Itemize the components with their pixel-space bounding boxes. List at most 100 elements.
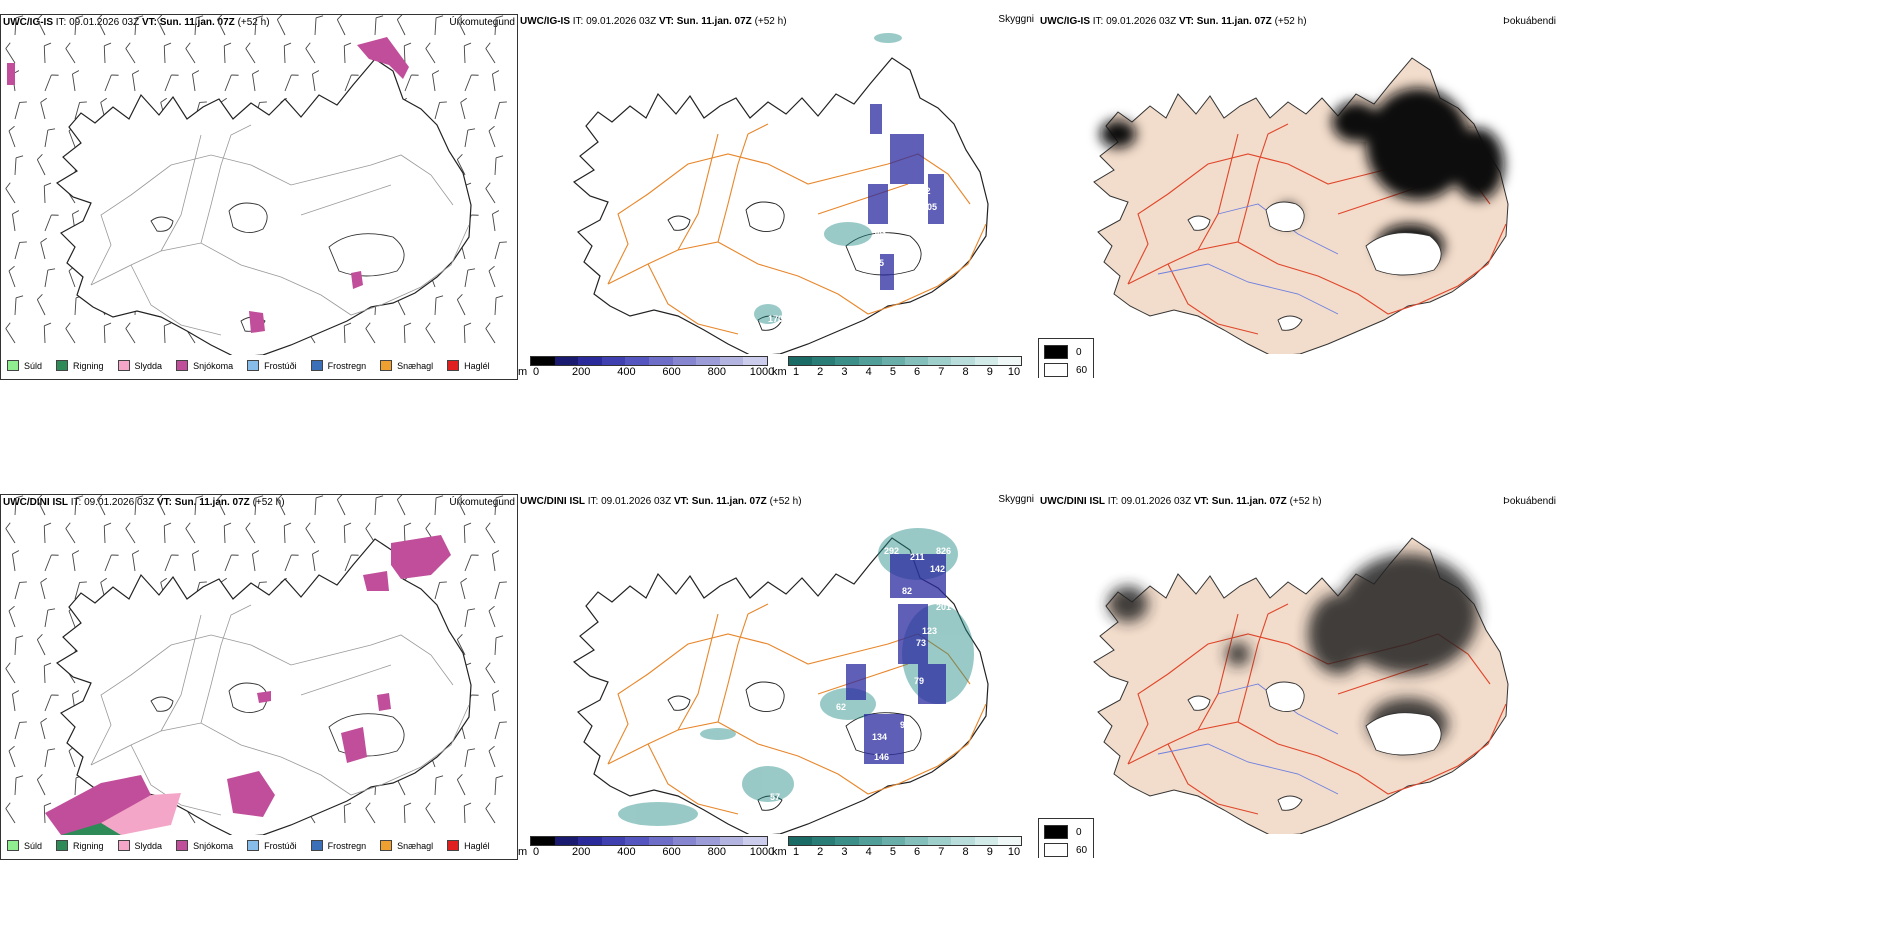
fog-panel-row2: UWC/DINI ISL IT: 09.01.2026 03Z VT: Sun.… <box>1038 494 1558 858</box>
wind-barb-icon <box>361 521 382 544</box>
fog-swatch-60 <box>1044 363 1068 377</box>
legend-label: Frostregn <box>327 360 367 371</box>
visibility-tick: 3 <box>841 846 848 858</box>
wind-barb-icon <box>482 264 505 288</box>
model-name: UWC/IG-IS <box>520 16 570 27</box>
visibility-tick: 7 <box>938 846 945 858</box>
wind-barb-icon <box>35 521 59 544</box>
wind-barb-icon <box>95 41 119 64</box>
valid-time-label: VT: <box>673 496 689 507</box>
wind-barb-icon <box>67 15 90 36</box>
valid-time: Sun. 11.jan. 07Z <box>691 496 767 507</box>
wind-barb-icon <box>361 321 382 344</box>
wind-barb-icon <box>41 72 62 92</box>
spot-value: 123 <box>922 626 937 636</box>
wind-barb-icon <box>482 124 505 148</box>
wind-barb-icon <box>458 746 481 768</box>
wind-barb-icon <box>487 773 510 796</box>
legend-swatch <box>176 840 189 851</box>
precip-legend-item: Frostúði <box>247 360 297 371</box>
ceiling-tick: 800 <box>707 366 726 378</box>
spot-value: 79 <box>914 676 924 686</box>
wind-barb-icon <box>452 292 474 316</box>
lead-time: (+52 h) <box>1274 16 1307 27</box>
lead-time: (+52 h) <box>1289 496 1322 507</box>
visibility-color-step <box>812 357 836 365</box>
model-name: UWC/DINI ISL <box>3 497 68 508</box>
visibility-color-step <box>951 837 975 845</box>
wind-barb-icon <box>452 495 474 516</box>
precip-map <box>1 15 512 355</box>
wind-barb-icon <box>92 15 114 36</box>
visibility-color-step <box>974 357 998 365</box>
valid-time: Sun. 11.jan. 07Z <box>1211 496 1287 507</box>
spot-value: 142 <box>930 564 945 574</box>
legend-label: Snæhagl <box>397 840 434 851</box>
wind-barb-icon <box>32 772 54 796</box>
wind-barb-icon <box>424 68 448 92</box>
valid-time: Sun. 11.jan. 07Z <box>1196 16 1272 27</box>
wind-barb-icon <box>92 495 114 516</box>
visibility-color-step <box>974 837 998 845</box>
legend-swatch <box>7 360 19 371</box>
vis-teal-areas <box>754 33 902 324</box>
ceiling-tick: 600 <box>662 366 681 378</box>
precip-legend-item: Frostregn <box>310 840 366 851</box>
wind-barb-icon <box>484 68 508 92</box>
wind-barb-icon <box>281 72 302 92</box>
wind-barb-icon <box>429 579 452 600</box>
wind-barb-icon <box>241 41 262 64</box>
legend-label: Slydda <box>134 360 163 371</box>
legend-label: Snjókoma <box>193 840 234 851</box>
wind-barb-icon <box>95 321 119 344</box>
spot-value: 62 <box>836 702 846 712</box>
wind-barb-icon <box>455 801 479 824</box>
precip-legend-item: Súld <box>7 840 42 851</box>
precip-panel-row1: UWC/IG-IS IT: 09.01.2026 03Z VT: Sun. 11… <box>0 14 518 380</box>
wind-barb-icon <box>489 579 512 600</box>
legend-swatch <box>447 840 460 851</box>
precip-legend-item: Snjókoma <box>176 360 233 371</box>
wind-barb-icon <box>452 772 474 796</box>
wind-barb-icon <box>1 521 22 544</box>
legend-label: Súld <box>24 840 43 851</box>
ceiling-color-step <box>672 357 697 365</box>
wind-barb-icon <box>187 495 210 516</box>
wind-barb-icon <box>35 41 59 64</box>
wind-barb-icon <box>489 99 512 120</box>
wind-barb-icon <box>421 41 442 64</box>
spot-value: 90 <box>852 656 862 666</box>
ceiling-unit: m <box>518 846 528 858</box>
spot-value: 201 <box>936 602 951 612</box>
legend-label: Rigning <box>73 360 104 371</box>
legend-label: Haglél <box>464 360 490 371</box>
spot-value: 112 <box>916 186 931 196</box>
wind-barb-icon <box>38 266 61 288</box>
legend-swatch <box>56 360 69 371</box>
wind-barb-icon <box>9 579 32 600</box>
wind-barb-icon <box>487 495 510 516</box>
wind-barb-icon <box>1 321 22 344</box>
visibility-tick: 4 <box>865 366 872 378</box>
visibility-tick: 9 <box>986 366 993 378</box>
panel-title: UWC/DINI ISL IT: 09.01.2026 03Z VT: Sun.… <box>3 497 285 508</box>
wind-barb-icon <box>38 126 61 148</box>
wind-barb-icon <box>121 521 142 544</box>
visibility-unit: km <box>772 846 787 858</box>
legend-label: Slydda <box>134 840 163 851</box>
wind-barb-icon <box>482 604 505 628</box>
spot-value: 826 <box>936 546 951 556</box>
ceiling-color-step <box>719 357 744 365</box>
sleet-areas <box>101 793 181 835</box>
spot-values: 112 105 201 95 170 <box>768 186 937 324</box>
wind-barb-icon <box>453 96 477 120</box>
wind-barb-icon <box>461 552 482 572</box>
visibility-tick: 1 <box>792 846 800 858</box>
visibility-tick: 2 <box>817 366 824 378</box>
wind-barb-icon <box>427 293 450 316</box>
visibility-tick: 5 <box>889 846 896 858</box>
wind-barb-icon <box>61 321 82 344</box>
wind-barb-icon <box>421 321 442 344</box>
wind-barb-icon <box>32 15 54 36</box>
wind-barb-icon <box>272 15 294 36</box>
